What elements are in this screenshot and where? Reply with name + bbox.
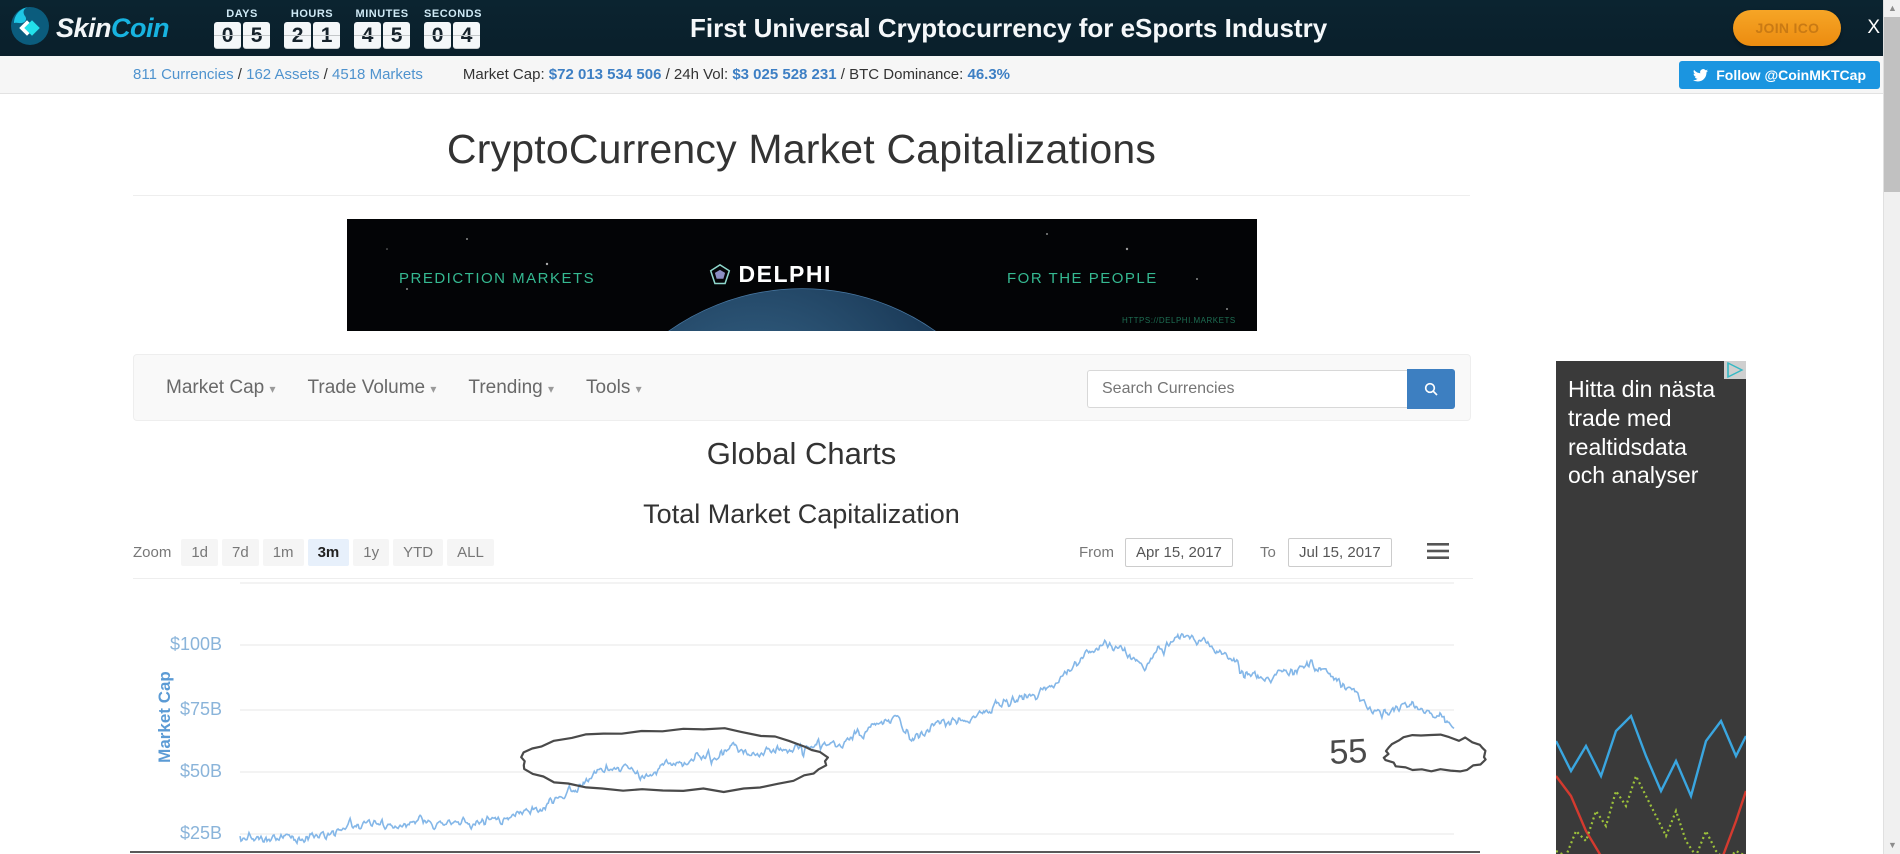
svg-text:PREDICTION MARKETS: PREDICTION MARKETS	[399, 270, 595, 287]
svg-text:$50B: $50B	[180, 761, 222, 781]
svg-text:$100B: $100B	[170, 634, 222, 654]
svg-text:$75B: $75B	[180, 699, 222, 719]
svg-text:HTTPS://DELPHI.MARKETS: HTTPS://DELPHI.MARKETS	[1122, 316, 1236, 325]
svg-text:55: 55	[1328, 732, 1368, 772]
svg-text:$25B: $25B	[180, 823, 222, 843]
svg-text:Market Cap: Market Cap	[155, 671, 174, 763]
svg-text:FOR THE PEOPLE: FOR THE PEOPLE	[1007, 270, 1158, 287]
